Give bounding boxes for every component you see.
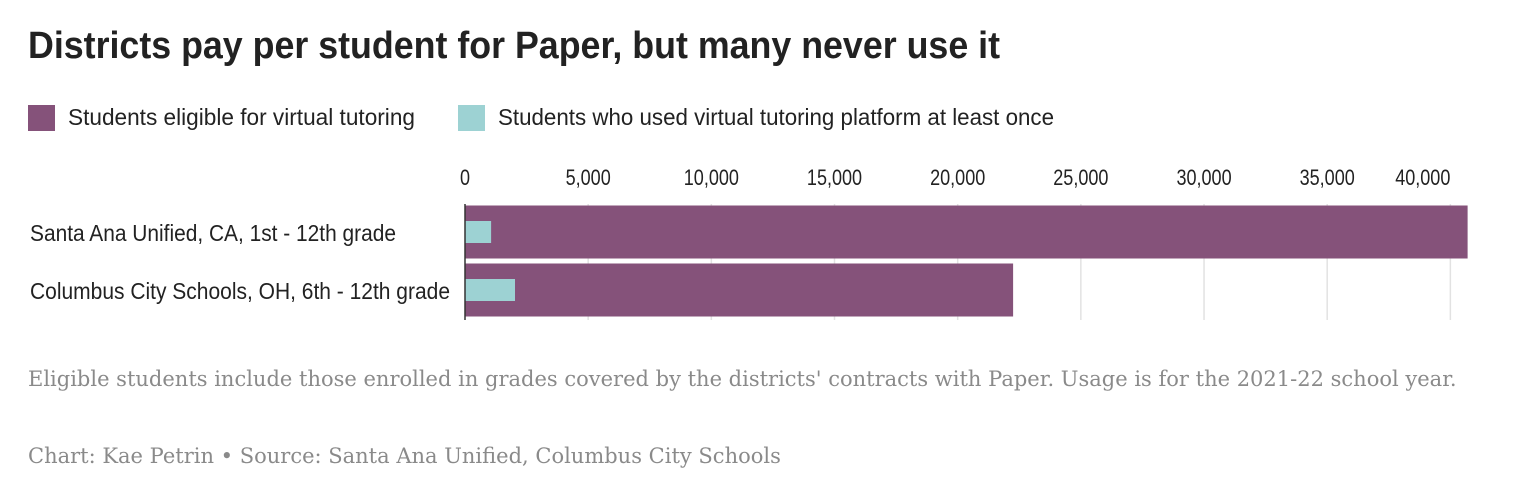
bar [465,221,492,243]
x-tick-label: 30,000 [1176,166,1231,190]
bar [465,263,1014,317]
legend-swatch [458,105,485,131]
x-tick-label: 20,000 [930,166,985,190]
x-tick-label: 10,000 [684,166,739,190]
y-tick-label: Columbus City Schools, OH, 6th - 12th gr… [30,278,450,304]
legend-label: Students eligible for virtual tutoring [68,104,415,130]
credit: Chart: Kae Petrin • Source: Santa Ana Un… [28,444,781,468]
bar [465,279,516,301]
legend-swatch [28,105,55,131]
x-tick-label: 15,000 [807,166,862,190]
chart-title: Districts pay per student for Paper, but… [28,25,1000,67]
x-tick-label: 0 [460,166,470,190]
y-tick-label: Santa Ana Unified, CA, 1st - 12th grade [30,220,396,246]
x-tick-label: 40,000 [1395,166,1450,190]
x-tick-label: 5,000 [566,166,611,190]
footnote: Eligible students include those enrolled… [28,367,1457,391]
x-tick-label: 35,000 [1300,166,1355,190]
legend-label: Students who used virtual tutoring platf… [498,104,1054,130]
bar [465,205,1468,259]
x-tick-label: 25,000 [1053,166,1108,190]
